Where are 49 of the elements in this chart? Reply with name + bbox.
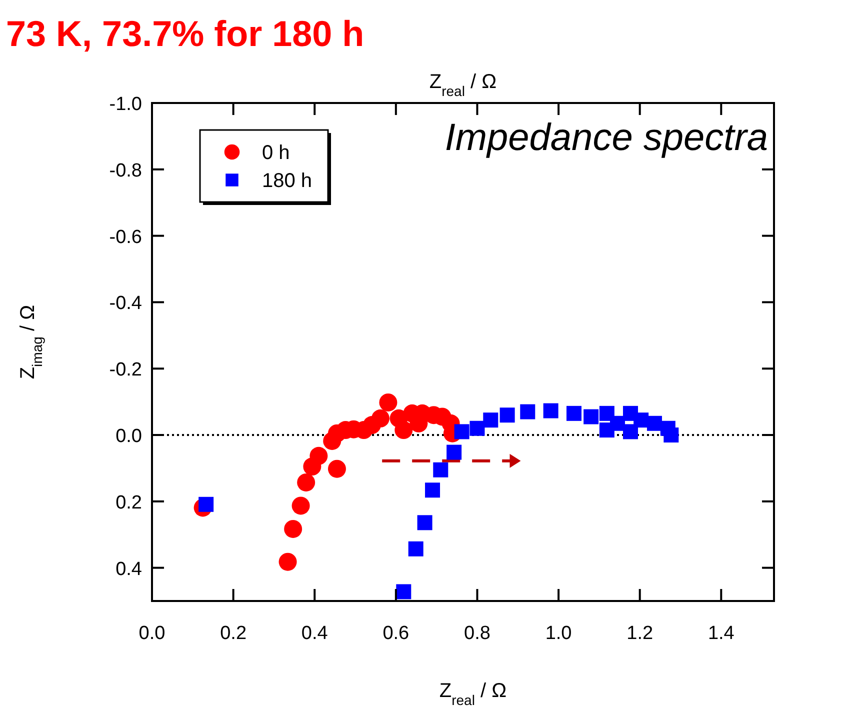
x-tick-label: 1.0 xyxy=(545,623,572,644)
point xyxy=(433,462,448,478)
point xyxy=(622,424,638,440)
point xyxy=(198,496,214,512)
y-tick-label: -1.0 xyxy=(109,94,142,115)
point xyxy=(310,446,328,465)
y-tick-label: -0.2 xyxy=(109,360,142,381)
x-tick-label: 1.2 xyxy=(626,623,654,644)
annotation: Impedance spectra xyxy=(444,117,768,159)
point xyxy=(417,515,432,530)
legend-label: 180 h xyxy=(262,170,312,192)
x-tick-label: 1.4 xyxy=(708,623,735,644)
point xyxy=(470,420,485,436)
point xyxy=(664,428,679,442)
point xyxy=(520,404,536,420)
x-tick-label: 0.4 xyxy=(301,623,328,644)
point xyxy=(371,409,390,428)
point xyxy=(425,482,440,498)
point xyxy=(599,406,614,421)
point xyxy=(328,460,346,478)
y-tick-label: 0.2 xyxy=(116,492,142,514)
point xyxy=(379,393,398,412)
point xyxy=(292,496,310,515)
x-tick-label: 0.2 xyxy=(220,623,247,644)
point xyxy=(566,406,582,421)
point xyxy=(483,412,498,428)
y-tick-label: -0.6 xyxy=(109,226,142,248)
x2-axis-title: Z$_{real}$ / Ω xyxy=(429,71,497,99)
x-tick-label: 0.8 xyxy=(464,623,490,644)
point xyxy=(297,473,316,492)
point xyxy=(394,421,413,440)
point xyxy=(454,424,470,440)
x-tick-label: 0.0 xyxy=(138,623,166,644)
point xyxy=(500,408,515,423)
point xyxy=(408,541,424,556)
point xyxy=(446,444,462,460)
y-tick-label: -0.4 xyxy=(109,293,142,314)
point xyxy=(278,552,297,571)
point xyxy=(284,520,302,538)
x-tick-label: 0.6 xyxy=(382,623,410,644)
point xyxy=(584,409,599,424)
x-axis-title: Z$_{real}$ / Ω xyxy=(439,680,507,707)
y-tick-label: 0.0 xyxy=(116,426,142,447)
chart-title: 73 K, 73.7% for 180 h xyxy=(6,13,364,54)
point xyxy=(396,584,412,600)
point xyxy=(543,403,558,418)
y-tick-label: 0.4 xyxy=(116,558,142,580)
legend-label: 0 h xyxy=(262,142,290,164)
y-tick-label: -0.8 xyxy=(109,160,142,182)
